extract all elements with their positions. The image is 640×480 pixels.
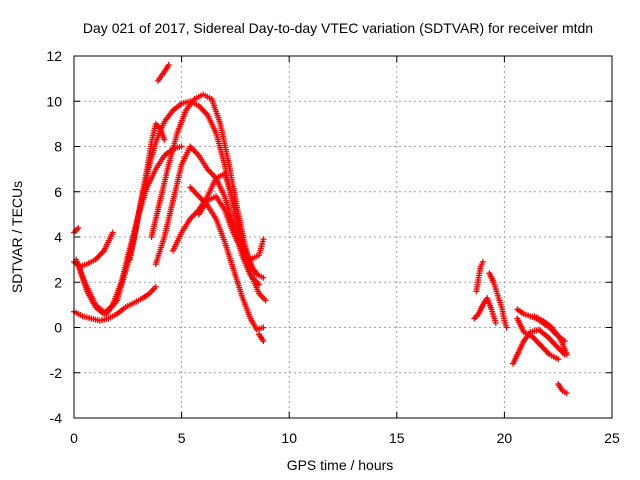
series-arc-19 bbox=[514, 315, 562, 363]
series-arc-8 bbox=[154, 62, 172, 84]
axis-ticks: 0 5 10 15 20 25 -4 -2 0 2 4 6 8 10 12 bbox=[46, 48, 620, 446]
x-tick-label: 5 bbox=[178, 430, 186, 446]
data-point bbox=[75, 224, 82, 231]
data-point bbox=[555, 356, 562, 363]
series-arc-13 bbox=[256, 331, 267, 345]
y-tick-label: 4 bbox=[54, 229, 62, 245]
series-arc-20 bbox=[531, 313, 570, 358]
data-point bbox=[260, 338, 267, 345]
y-tick-label: 2 bbox=[54, 274, 62, 290]
series-arc-21 bbox=[555, 381, 570, 397]
x-tick-label: 25 bbox=[604, 430, 620, 446]
y-tick-label: 8 bbox=[54, 139, 62, 155]
x-tick-label: 10 bbox=[281, 430, 297, 446]
data-point bbox=[260, 236, 267, 243]
data-point bbox=[161, 136, 168, 143]
y-tick-label: 6 bbox=[54, 184, 62, 200]
data-markers bbox=[71, 62, 570, 397]
y-tick-label: -4 bbox=[50, 410, 63, 426]
series-arc-14 bbox=[473, 258, 486, 295]
y-tick-label: -2 bbox=[50, 365, 63, 381]
data-point bbox=[109, 229, 116, 236]
series-arc-16 bbox=[486, 270, 510, 331]
x-tick-label: 0 bbox=[70, 430, 78, 446]
y-tick-label: 0 bbox=[54, 320, 62, 336]
y-tick-label: 12 bbox=[46, 48, 62, 64]
x-axis-label: GPS time / hours bbox=[287, 457, 394, 473]
series-arc-15 bbox=[471, 295, 499, 326]
y-axis-label: SDTVAR / TECUs bbox=[9, 181, 25, 293]
series-arc-11 bbox=[187, 184, 267, 333]
y-tick-label: 10 bbox=[46, 93, 62, 109]
x-tick-label: 15 bbox=[389, 430, 405, 446]
data-point bbox=[563, 351, 570, 358]
x-tick-label: 20 bbox=[497, 430, 513, 446]
series-arc-12 bbox=[195, 193, 267, 263]
data-point bbox=[563, 390, 570, 397]
data-point bbox=[260, 324, 267, 331]
data-point bbox=[260, 274, 267, 281]
chart-title: Day 021 of 2017, Sidereal Day-to-day VTE… bbox=[83, 20, 593, 36]
data-point bbox=[178, 143, 185, 150]
data-point bbox=[503, 324, 510, 331]
data-point bbox=[492, 319, 499, 326]
grid bbox=[74, 56, 612, 418]
series-arc-5 bbox=[71, 224, 82, 236]
data-point bbox=[152, 283, 159, 290]
data-point bbox=[262, 297, 269, 304]
data-point bbox=[479, 258, 486, 265]
data-point bbox=[165, 62, 172, 69]
